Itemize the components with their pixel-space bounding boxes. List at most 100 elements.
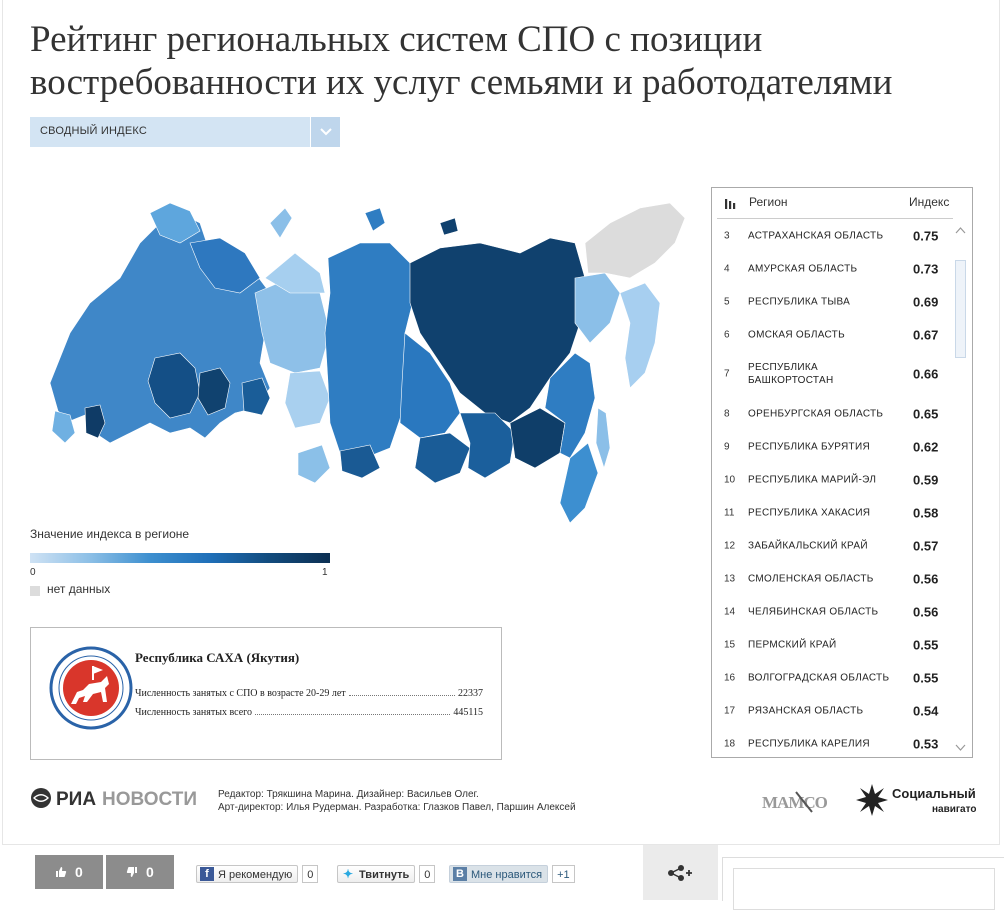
- map-region-khabarovsk[interactable]: [544, 352, 596, 459]
- map-region-novaya-zemlya[interactable]: [269, 207, 293, 239]
- legend-title: Значение индекса в регионе: [30, 527, 190, 541]
- map-region-krasnoyarsk[interactable]: [324, 242, 416, 459]
- info-row-label: Численность занятых всего: [135, 707, 252, 718]
- vk-icon: В: [453, 867, 467, 881]
- row-value: 0.67: [913, 327, 939, 342]
- row-value: 0.73: [913, 261, 939, 276]
- row-region: Республика Башкортостан: [748, 362, 834, 386]
- row-region: Забайкальский край: [748, 540, 868, 551]
- map-region-yakutia[interactable]: [409, 237, 586, 424]
- map-region-chukotka-nodata[interactable]: [584, 202, 686, 279]
- column-index[interactable]: Индекс: [909, 195, 950, 209]
- index-select[interactable]: СВОДНЫЙ ИНДЕКС: [30, 117, 340, 147]
- social-navigator-logo[interactable]: Социальный навигатор: [856, 780, 983, 825]
- table-row[interactable]: 6 Омская область 0.67: [717, 318, 953, 351]
- table-row[interactable]: 8 Оренбургская область 0.65: [717, 397, 953, 430]
- like-button[interactable]: 0: [35, 855, 103, 889]
- legend-gradient: [30, 553, 330, 563]
- ranking-table-header: Регион Индекс: [717, 188, 953, 219]
- info-row-label: Численность занятых с СПО в возрасте 20-…: [135, 688, 346, 699]
- bar-chart-icon[interactable]: [725, 198, 736, 209]
- scroll-up-icon[interactable]: [955, 226, 966, 234]
- vk-button[interactable]: В Мне нравится: [449, 865, 549, 883]
- row-rank: 5: [724, 296, 730, 307]
- map-region-arkhangelsk[interactable]: [189, 237, 261, 294]
- map-region-south-dark[interactable]: [84, 404, 106, 439]
- map-region-caucasus[interactable]: [51, 410, 76, 444]
- row-value: 0.65: [913, 406, 939, 421]
- table-row[interactable]: 12 Забайкальский край 0.57: [717, 529, 953, 562]
- table-row[interactable]: 9 Республика Бурятия 0.62: [717, 430, 953, 463]
- table-row[interactable]: 13 Смоленская область 0.56: [717, 562, 953, 595]
- info-row: Численность занятых всего 445115: [135, 707, 483, 718]
- map-region-magadan[interactable]: [574, 272, 621, 344]
- row-value: 0.57: [913, 538, 939, 553]
- column-region[interactable]: Регион: [749, 195, 788, 209]
- map-region-irkutsk[interactable]: [399, 332, 461, 439]
- table-row[interactable]: 4 Амурская область 0.73: [717, 252, 953, 285]
- mamso-logo-text: МАМСО: [762, 793, 828, 812]
- map-region-sakha-islands[interactable]: [439, 217, 459, 236]
- table-row[interactable]: 15 Пермский край 0.55: [717, 628, 953, 661]
- mamso-logo[interactable]: МАМСО: [762, 786, 842, 821]
- row-region: Республика Бурятия: [748, 441, 870, 452]
- scrollbar-thumb[interactable]: [955, 260, 966, 358]
- map-region-buryatia[interactable]: [414, 432, 471, 484]
- twitter-tweet[interactable]: ✦ Твитнуть 0: [337, 865, 436, 883]
- map-region-kola[interactable]: [149, 202, 201, 244]
- map-region-altai-light[interactable]: [297, 444, 331, 484]
- table-row[interactable]: 14 Челябинская область 0.56: [717, 595, 953, 628]
- table-row[interactable]: 17 Рязанская область 0.54: [717, 694, 953, 727]
- map-region-tyumen-light[interactable]: [264, 252, 326, 294]
- vk-like[interactable]: В Мне нравится +1: [449, 865, 575, 883]
- row-value: 0.56: [913, 571, 939, 586]
- infographic-frame: [2, 0, 1000, 845]
- russia-choropleth-map[interactable]: [30, 183, 690, 548]
- row-region: Волгоградская область: [748, 672, 890, 683]
- map-region-kamchatka[interactable]: [619, 282, 661, 389]
- map-region-tyva[interactable]: [339, 444, 381, 479]
- map-region-zabaikalsky[interactable]: [459, 412, 516, 479]
- facebook-button[interactable]: f Я рекомендую: [196, 865, 299, 883]
- vk-plus-one[interactable]: +1: [552, 865, 575, 883]
- row-region: Амурская область: [748, 263, 858, 274]
- table-row[interactable]: 10 Республика Марий-Эл 0.59: [717, 463, 953, 496]
- map-region-west[interactable]: [49, 212, 271, 444]
- novosti-logo-text: НОВОСТИ: [102, 789, 197, 810]
- info-row: Численность занятых с СПО в возрасте 20-…: [135, 688, 483, 699]
- map-region-volga-dark[interactable]: [197, 367, 231, 416]
- map-region-sakhalin[interactable]: [595, 407, 611, 470]
- map-region-central-dark[interactable]: [147, 352, 201, 419]
- table-row[interactable]: 3 Астраханская область 0.75: [717, 219, 953, 252]
- row-rank: 15: [724, 639, 736, 650]
- row-region: Омская область: [748, 329, 845, 340]
- ria-novosti-logo[interactable]: РИА НОВОСТИ: [30, 786, 220, 815]
- map-region-primorye[interactable]: [559, 442, 599, 524]
- ranking-table[interactable]: Регион Индекс 3 Астраханская область 0.75 …: [711, 187, 973, 758]
- row-region: Рязанская область: [748, 705, 864, 716]
- table-row[interactable]: 16 Волгоградская область 0.55: [717, 661, 953, 694]
- info-row-value: 22337: [458, 688, 483, 699]
- vk-label: Мне нравится: [471, 869, 543, 881]
- row-value: 0.53: [913, 736, 939, 751]
- table-row[interactable]: 5 Республика Тыва 0.69: [717, 285, 953, 318]
- twitter-button[interactable]: ✦ Твитнуть: [337, 865, 416, 883]
- scroll-down-icon[interactable]: [955, 744, 966, 752]
- dislike-button[interactable]: 0: [106, 855, 174, 889]
- table-row[interactable]: 11 Республика Хакасия 0.58: [717, 496, 953, 529]
- row-value: 0.56: [913, 604, 939, 619]
- row-rank: 7: [724, 368, 730, 380]
- ria-logo-text: РИА: [56, 789, 96, 810]
- table-row[interactable]: 7 Республика Башкортостан 0.66: [717, 351, 953, 397]
- credits-line: Редактор: Трякшина Марина. Дизайнер: Вас…: [218, 789, 479, 800]
- row-region: Астраханская область: [748, 230, 884, 241]
- facebook-recommend[interactable]: f Я рекомендую 0: [196, 865, 319, 883]
- table-row[interactable]: 18 Республика Карелия 0.53: [717, 727, 953, 757]
- map-region-bashkortostan[interactable]: [241, 377, 271, 416]
- chevron-down-icon[interactable]: [310, 117, 340, 147]
- map-region-kurgan-light[interactable]: [284, 370, 331, 429]
- facebook-icon: f: [200, 867, 214, 881]
- share-icon: [668, 865, 692, 881]
- share-button[interactable]: [643, 845, 718, 900]
- map-region-taimyr-islands[interactable]: [364, 207, 386, 232]
